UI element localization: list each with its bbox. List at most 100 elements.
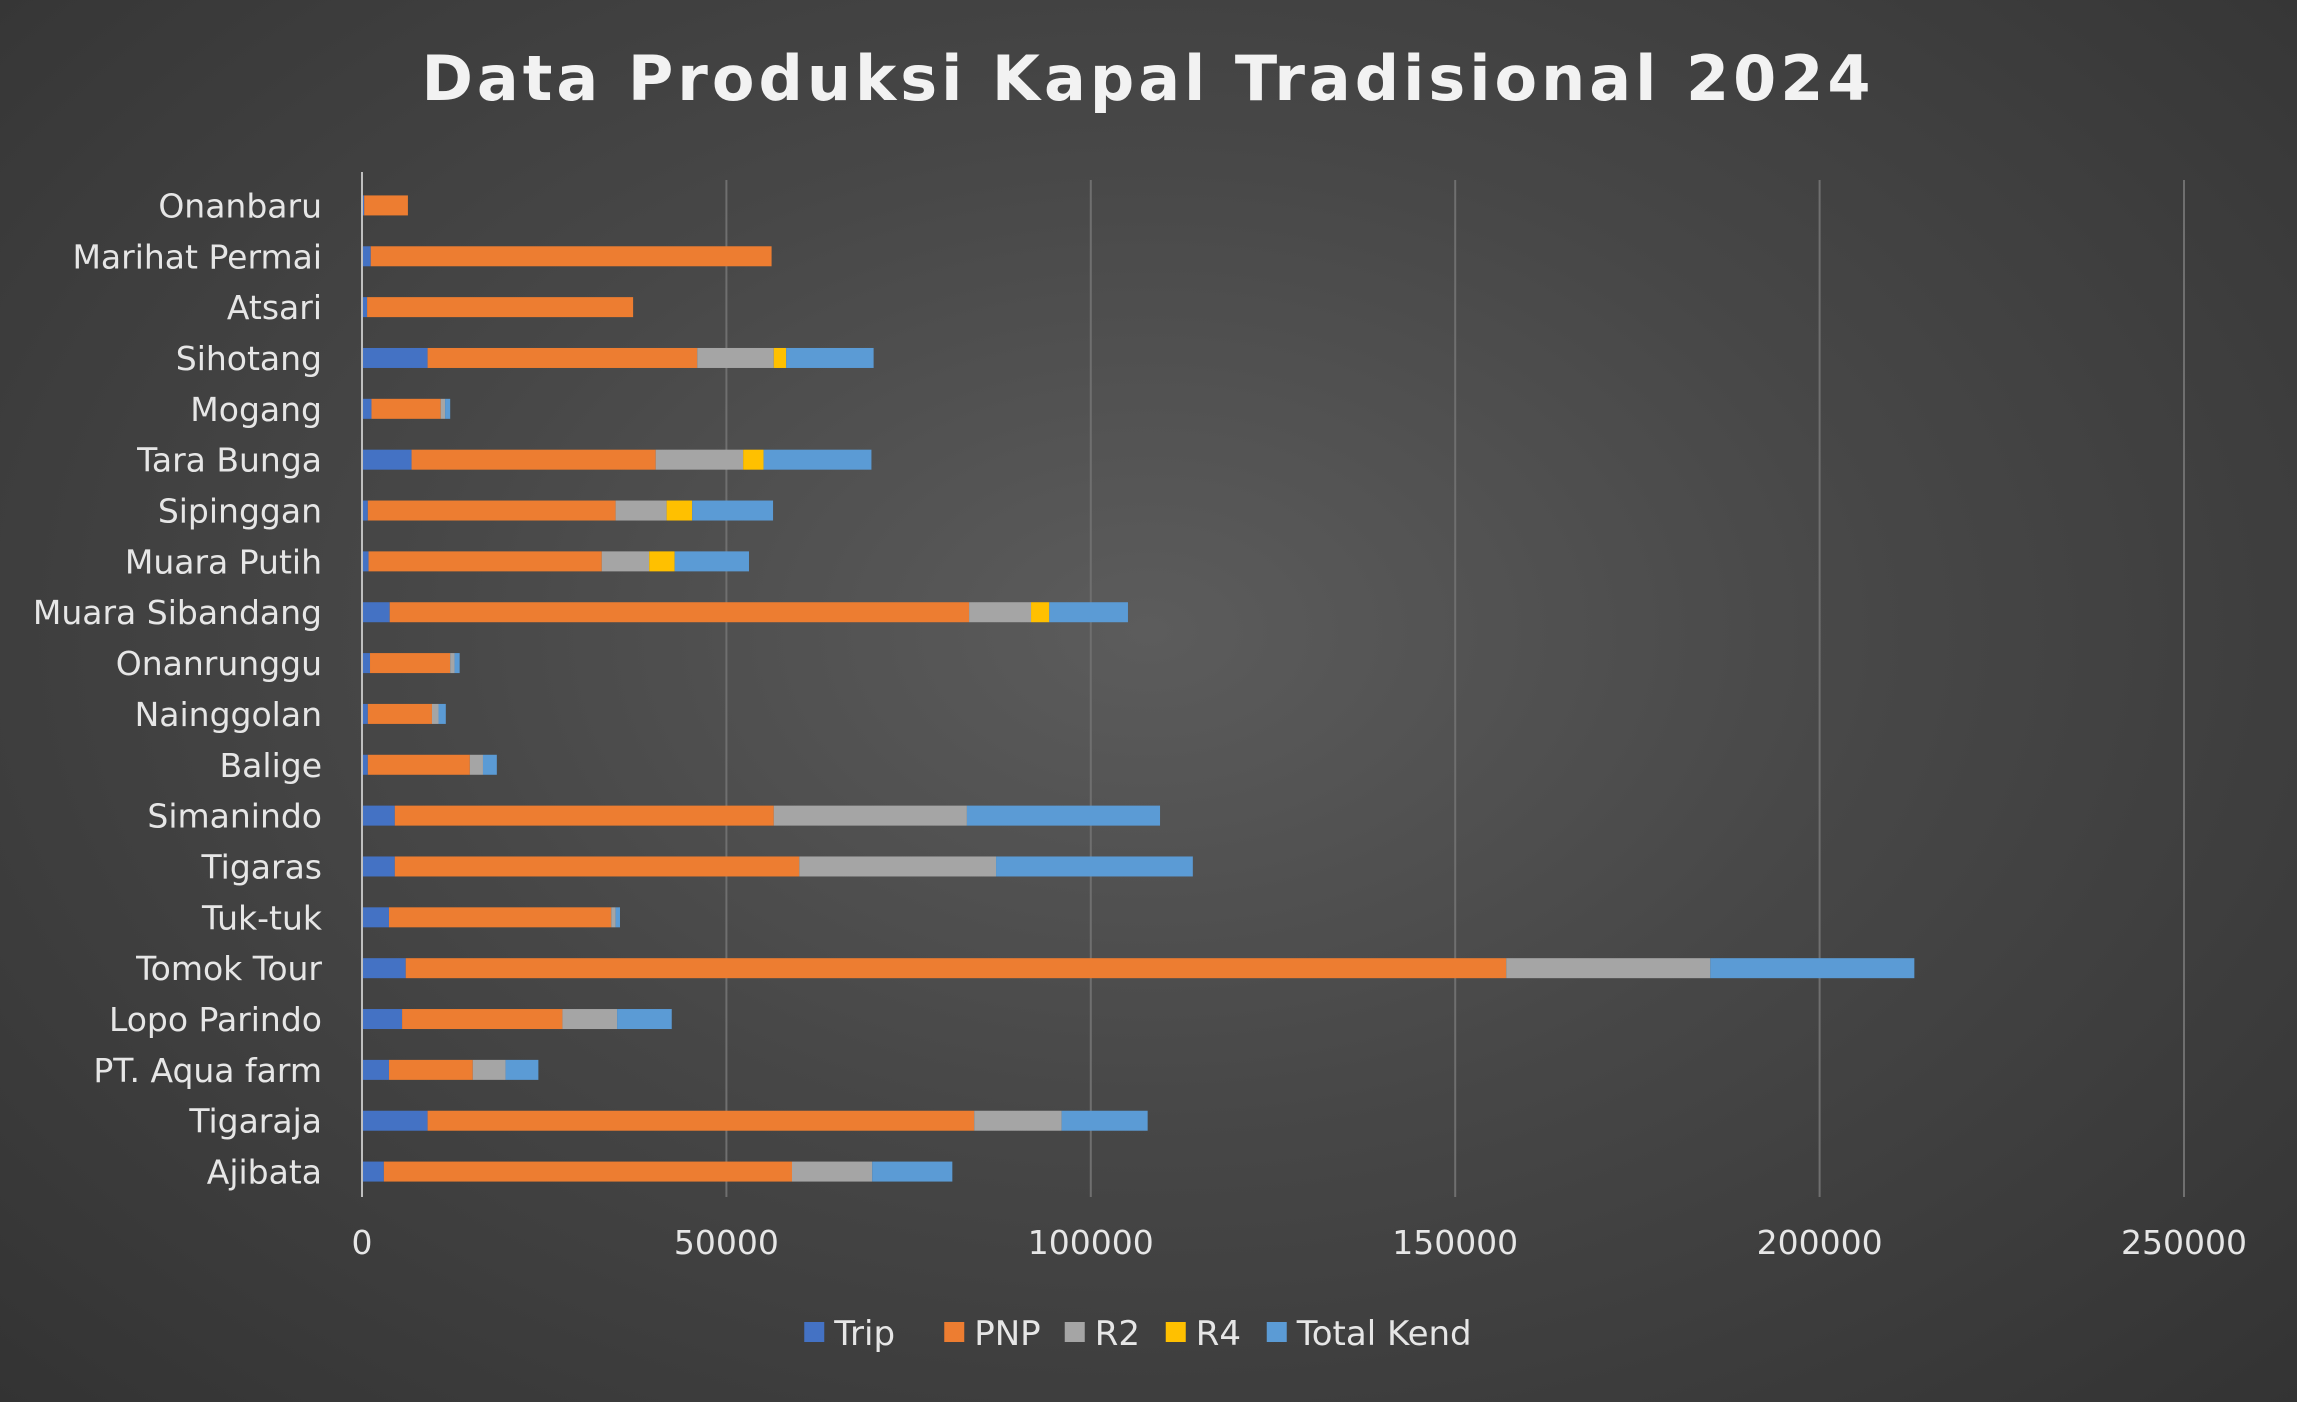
category-label: Sipinggan	[158, 492, 322, 531]
bar-segment	[655, 449, 744, 470]
bar-segment	[362, 551, 369, 572]
bar-segment	[394, 856, 800, 877]
bar-segment	[445, 398, 451, 419]
category-label: Tigaras	[201, 847, 322, 886]
legend-label: PNP	[974, 1314, 1040, 1354]
bar-segment	[362, 1059, 389, 1080]
legend-swatch	[1266, 1322, 1287, 1342]
bar-segment	[966, 805, 1161, 826]
category-label: Balige	[220, 746, 322, 785]
bar-segment	[786, 347, 874, 368]
bar-segment	[649, 551, 675, 572]
bar-segment	[389, 602, 970, 623]
bar-segment	[388, 907, 612, 928]
category-label: Atsari	[227, 288, 322, 327]
bar-segment	[367, 703, 432, 724]
gridlines	[725, 180, 2185, 1197]
bars	[362, 195, 1915, 1182]
legend-swatch	[944, 1322, 965, 1342]
legend-swatch	[804, 1322, 825, 1342]
x-tick-label: 50000	[674, 1223, 779, 1262]
bar-segment	[362, 347, 428, 368]
bar-segment	[362, 246, 371, 267]
bar-segment	[364, 195, 408, 216]
bar-segment	[362, 602, 390, 623]
bar-segment	[615, 907, 620, 928]
category-label: Nainggolan	[135, 695, 322, 734]
x-tick-label: 0	[352, 1223, 373, 1262]
bar-segment	[362, 1110, 428, 1131]
legend: Trip PNP R2 R4 Total Kend	[804, 1314, 1472, 1354]
bar-segment	[1506, 958, 1711, 979]
bar-segment	[388, 1059, 473, 1080]
bar-segment	[601, 551, 650, 572]
bar-segment	[763, 449, 872, 470]
bar-segment	[367, 500, 616, 521]
x-tick-labels: 0 50000 100000 150000 200000 250000	[352, 1223, 2247, 1262]
bar-segment	[1049, 602, 1128, 623]
bar-segment	[411, 449, 656, 470]
bar-segment	[370, 653, 451, 674]
legend-label: R2	[1095, 1314, 1140, 1354]
bar-segment	[362, 805, 395, 826]
bar-segment	[773, 347, 787, 368]
bar-segment	[440, 398, 446, 419]
bar-segment	[872, 1161, 953, 1182]
category-label: Muara Sibandang	[33, 593, 322, 632]
category-label: Ajibata	[207, 1153, 322, 1192]
bar-segment	[773, 805, 967, 826]
bar-segment	[394, 805, 774, 826]
bar-segment	[362, 1009, 403, 1030]
category-label: Marihat Permai	[72, 237, 322, 276]
category-label: Tomok Tour	[135, 949, 322, 988]
bar-segment	[969, 602, 1032, 623]
category-label: PT. Aqua farm	[93, 1051, 322, 1090]
legend-swatch	[1165, 1322, 1186, 1342]
category-label: Muara Putih	[125, 542, 322, 581]
bar-segment	[362, 195, 365, 216]
bar-segment	[362, 449, 412, 470]
bar-segment	[611, 907, 616, 928]
bar-segment	[505, 1059, 539, 1080]
bar-segment	[405, 958, 1507, 979]
legend-label: Total Kend	[1296, 1314, 1472, 1354]
bar-segment	[402, 1009, 563, 1030]
bar-segment	[368, 551, 602, 572]
bar-segment	[450, 653, 455, 674]
bar-segment	[454, 653, 460, 674]
bar-segment	[1031, 602, 1050, 623]
category-labels: Onanbaru Marihat Permai Atsari Sihotang Moga…	[33, 186, 323, 1191]
category-label: Onanbaru	[158, 186, 322, 225]
bar-segment	[362, 856, 395, 877]
bar-segment	[1710, 958, 1915, 979]
category-label: Lopo Parindo	[109, 1000, 322, 1039]
bar-segment	[697, 347, 774, 368]
bar-segment	[362, 398, 372, 419]
bar-segment	[482, 754, 497, 775]
bar-segment	[370, 246, 772, 267]
bar-segment	[743, 449, 764, 470]
bar-segment	[431, 703, 439, 724]
bar-segment	[383, 1161, 792, 1182]
bar-segment	[427, 1110, 975, 1131]
bar-segment	[692, 500, 774, 521]
bar-segment	[1061, 1110, 1148, 1131]
bar-segment	[974, 1110, 1062, 1131]
bar-segment	[562, 1009, 618, 1030]
bar-segment	[362, 907, 389, 928]
bar-segment	[362, 1161, 384, 1182]
x-tick-label: 100000	[1028, 1223, 1154, 1262]
bar-segment	[791, 1161, 873, 1182]
bar-segment	[362, 703, 368, 724]
bar-segment	[362, 653, 371, 674]
bar-segment	[367, 297, 634, 318]
x-tick-label: 250000	[2121, 1223, 2247, 1262]
bar-segment	[666, 500, 693, 521]
bar-segment	[367, 754, 470, 775]
bar-segment	[469, 754, 483, 775]
bar-segment	[362, 958, 406, 979]
bar-segment	[362, 500, 368, 521]
bar-segment	[799, 856, 997, 877]
